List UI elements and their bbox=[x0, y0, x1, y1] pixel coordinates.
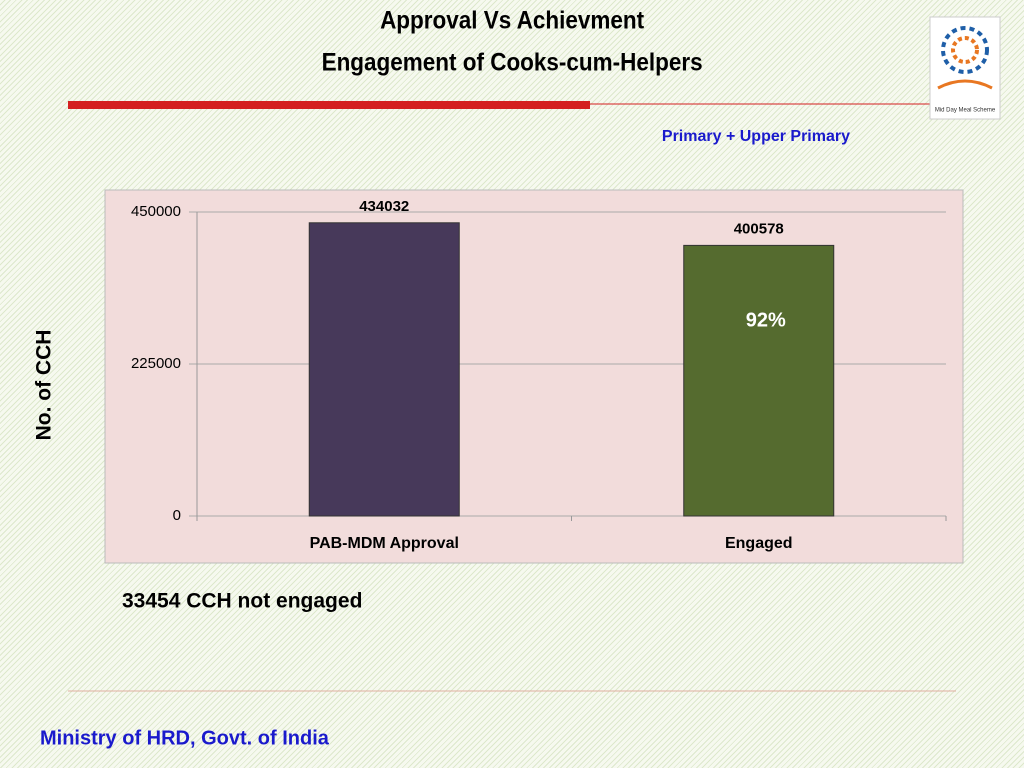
logo-caption: Mid Day Meal Scheme bbox=[935, 108, 996, 114]
y-axis-label: No. of CCH bbox=[33, 330, 56, 441]
x-tick-label: Engaged bbox=[725, 535, 793, 552]
y-tick-label: 225000 bbox=[131, 355, 181, 372]
title-line: Approval Vs Achievment bbox=[380, 7, 644, 35]
footer: Ministry of HRD, Govt. of India bbox=[40, 727, 330, 749]
chart-subtitle: Primary + Upper Primary bbox=[662, 128, 850, 145]
bar bbox=[683, 244, 835, 517]
y-tick-label: 450000 bbox=[131, 203, 181, 220]
bar bbox=[308, 222, 460, 517]
logo: Mid Day Meal Scheme bbox=[929, 16, 1001, 120]
y-tick-label: 0 bbox=[173, 507, 181, 524]
x-tick-label: PAB-MDM Approval bbox=[310, 535, 459, 552]
title-rule bbox=[68, 101, 590, 109]
annotation: 92% bbox=[746, 309, 786, 331]
value-label: 434032 bbox=[359, 198, 409, 215]
title-line: Engagement of Cooks-cum-Helpers bbox=[322, 49, 703, 77]
chart-area bbox=[104, 189, 964, 564]
value-label: 400578 bbox=[734, 220, 784, 237]
note: 33454 CCH not engaged bbox=[122, 590, 362, 613]
